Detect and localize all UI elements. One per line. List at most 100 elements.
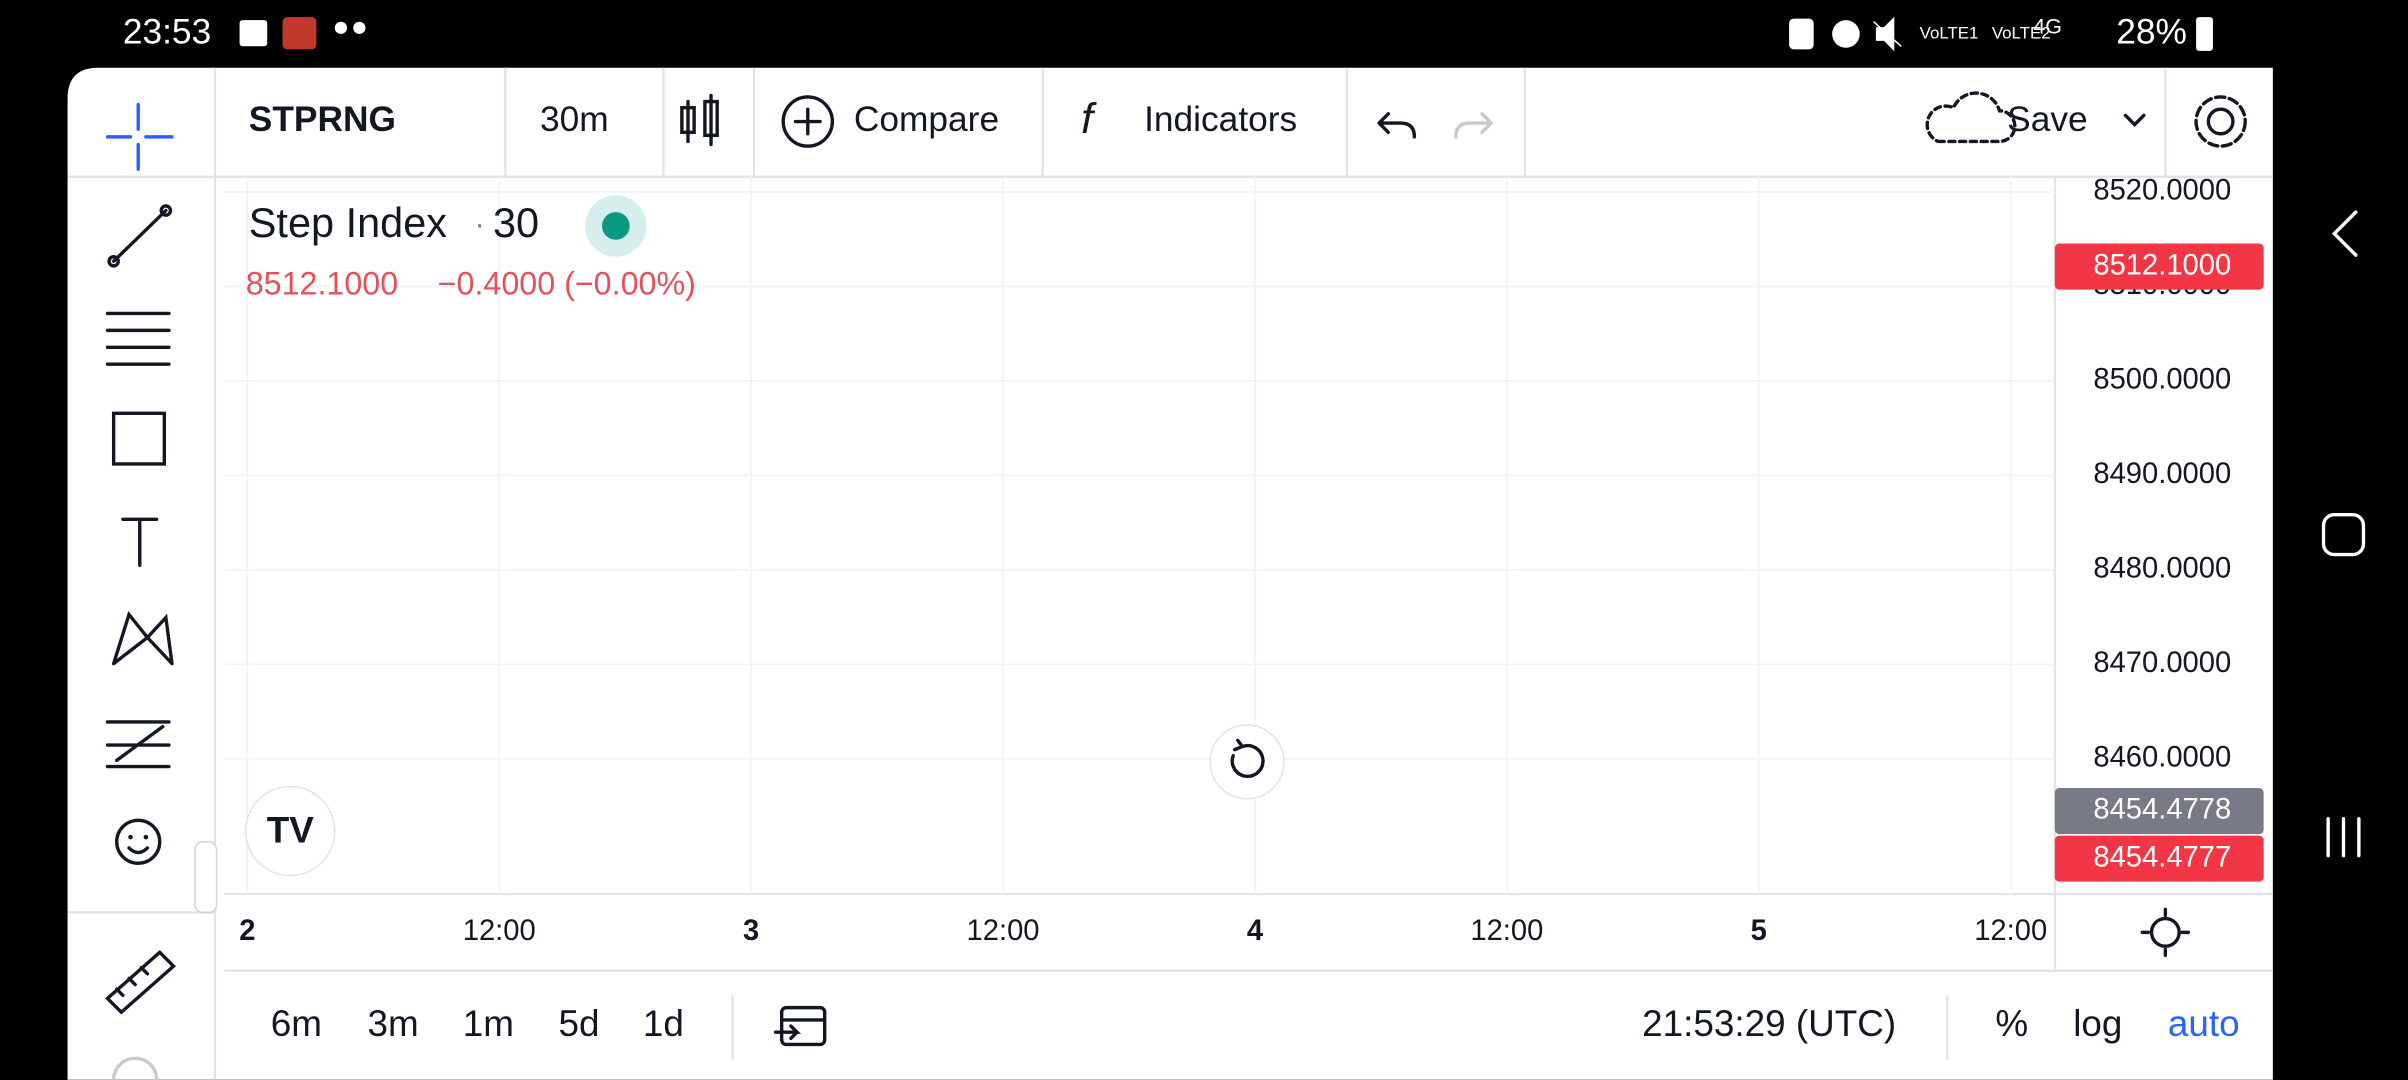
settings-button-part[interactable] bbox=[2206, 107, 2235, 136]
drawing-toolbar-part[interactable] bbox=[111, 208, 168, 263]
tv-logo-part[interactable] bbox=[244, 785, 336, 877]
status-bar-part bbox=[1832, 20, 1860, 48]
status-bar-part bbox=[334, 21, 348, 34]
y-tick-label: 8520.0000 bbox=[2093, 175, 2231, 207]
range-button[interactable]: 5d bbox=[558, 1003, 599, 1044]
range-button[interactable]: 6m bbox=[271, 1003, 322, 1044]
symbol-button[interactable]: STPRNG bbox=[249, 100, 396, 139]
drawing-toolbar-part[interactable] bbox=[128, 834, 133, 840]
x-tick-label: 12:00 bbox=[1974, 915, 2047, 947]
legend-interval: 30 bbox=[493, 199, 539, 246]
redo-button-part[interactable] bbox=[1454, 112, 1493, 139]
drawing-toolbar-part[interactable] bbox=[111, 610, 174, 666]
y-tick-label: 8480.0000 bbox=[2093, 553, 2231, 585]
undo-button[interactable] bbox=[1377, 112, 1417, 139]
drawing-toolbar-part[interactable] bbox=[159, 204, 173, 217]
price-label: 8454.4778 bbox=[2093, 794, 2231, 826]
price-label-bg bbox=[2054, 835, 2264, 882]
save-menu[interactable] bbox=[2123, 113, 2146, 127]
price-label: 8454.4777 bbox=[2093, 841, 2231, 873]
legend-dot: · bbox=[475, 206, 485, 241]
cloud-icon[interactable] bbox=[1925, 91, 2017, 144]
x-tick-label: 12:00 bbox=[463, 915, 536, 947]
compare-icon-part[interactable] bbox=[793, 107, 822, 136]
status-bar-part bbox=[282, 17, 317, 50]
collapse-handle[interactable] bbox=[194, 841, 218, 914]
clock: 23:53 bbox=[123, 12, 211, 51]
chart-style-button-part[interactable] bbox=[703, 99, 719, 138]
redo-button[interactable] bbox=[1454, 112, 1493, 139]
time-zoom-button-part[interactable] bbox=[2140, 907, 2191, 958]
price-label-bg bbox=[2054, 243, 2264, 290]
y-tick-label: 8500.0000 bbox=[2093, 364, 2231, 396]
status-bar-part: 4G bbox=[2033, 15, 2062, 39]
drawing-toolbar-part[interactable] bbox=[127, 846, 150, 855]
range-button[interactable]: 1d bbox=[643, 1003, 684, 1044]
date-range-icon[interactable] bbox=[773, 1005, 827, 1047]
drawing-toolbar-part[interactable] bbox=[105, 720, 171, 769]
drawing-toolbar-part[interactable] bbox=[105, 311, 171, 366]
x-tick-label: 12:00 bbox=[1470, 915, 1543, 947]
drawing-toolbar-part[interactable] bbox=[105, 102, 174, 171]
compare-icon-part[interactable] bbox=[781, 95, 835, 148]
drawing-toolbar[interactable] bbox=[105, 102, 177, 1080]
range-button[interactable]: 3m bbox=[368, 1003, 419, 1044]
percent-toggle[interactable]: % bbox=[1995, 1003, 2028, 1044]
undo-button-part[interactable] bbox=[1377, 112, 1417, 139]
range-button[interactable]: 1m bbox=[463, 1003, 514, 1044]
panel-dividers bbox=[67, 67, 2273, 1080]
status-bar-part bbox=[353, 21, 366, 34]
drawing-toolbar-part[interactable] bbox=[121, 517, 159, 568]
drawing-toolbar-part[interactable] bbox=[107, 254, 120, 268]
nav-bar-part[interactable] bbox=[2321, 512, 2366, 557]
y-tick-label: 8460.0000 bbox=[2093, 742, 2231, 774]
grid bbox=[224, 176, 2055, 894]
save-button[interactable]: Save bbox=[2007, 100, 2088, 139]
tv-logo[interactable]: TV bbox=[244, 785, 336, 877]
nav-bar[interactable] bbox=[2321, 210, 2366, 858]
x-tick-label: 2 bbox=[239, 915, 255, 947]
status-dot bbox=[602, 212, 630, 240]
legend-price: 8512.1000 bbox=[246, 265, 398, 301]
cloud-icon-part[interactable] bbox=[1925, 91, 2017, 144]
settings-button[interactable] bbox=[2194, 95, 2247, 148]
nav-bar-part[interactable] bbox=[2326, 817, 2361, 858]
app-surface bbox=[67, 67, 2273, 1080]
reset-button-part[interactable] bbox=[1230, 738, 1265, 779]
reset-button[interactable] bbox=[1209, 724, 1285, 800]
date-range-icon-part[interactable] bbox=[779, 1005, 827, 1047]
compare-icon[interactable] bbox=[781, 95, 835, 148]
price-label-bg bbox=[2054, 788, 2264, 835]
chart-style-button[interactable] bbox=[680, 93, 719, 147]
bottom-bar-part bbox=[731, 995, 1949, 1060]
time-zoom-button[interactable] bbox=[2140, 907, 2191, 958]
drawing-toolbar-part[interactable] bbox=[115, 818, 162, 865]
drawing-toolbar-part[interactable] bbox=[111, 411, 167, 466]
toolbar-dividers bbox=[67, 67, 2273, 178]
interval-button[interactable]: 30m bbox=[540, 100, 609, 139]
tv-logo-part[interactable]: TV bbox=[267, 809, 315, 850]
compare-button[interactable]: Compare bbox=[854, 100, 999, 139]
auto-toggle[interactable]: auto bbox=[2168, 1003, 2240, 1044]
log-toggle[interactable]: log bbox=[2073, 1003, 2122, 1044]
drawing-toolbar-part[interactable] bbox=[143, 834, 149, 840]
reset-button-part[interactable] bbox=[1209, 724, 1285, 800]
toolbar: STPRNG 30m Compare f Indicators Save bbox=[67, 67, 2273, 178]
settings-button-part[interactable] bbox=[2194, 95, 2247, 148]
status-bar-part bbox=[1789, 18, 1814, 50]
status-bar: 23:53 VoLTE1 VoLTE2 4G 28% bbox=[123, 12, 2213, 51]
x-tick-label: 5 bbox=[1751, 915, 1767, 947]
legend: Step Index · 30 8512.1000 −0.4000 (−0.00… bbox=[246, 195, 696, 301]
x-tick-label: 12:00 bbox=[967, 915, 1040, 947]
indicators-button[interactable]: Indicators bbox=[1144, 100, 1297, 139]
x-tick-label: 3 bbox=[743, 915, 759, 947]
date-range-icon-part[interactable] bbox=[773, 1018, 827, 1041]
legend-change: −0.4000 (−0.00%) bbox=[438, 265, 696, 301]
price-label: 8512.1000 bbox=[2093, 249, 2231, 281]
drawing-toolbar-part[interactable] bbox=[105, 950, 177, 1015]
nav-bar-part[interactable] bbox=[2331, 210, 2358, 257]
legend-name: Step Index bbox=[249, 199, 447, 246]
time-zoom-button-part[interactable] bbox=[2149, 916, 2181, 948]
chart-style-button-part[interactable] bbox=[680, 106, 696, 134]
utc-clock[interactable]: 21:53:29 (UTC) bbox=[1642, 1003, 1896, 1044]
